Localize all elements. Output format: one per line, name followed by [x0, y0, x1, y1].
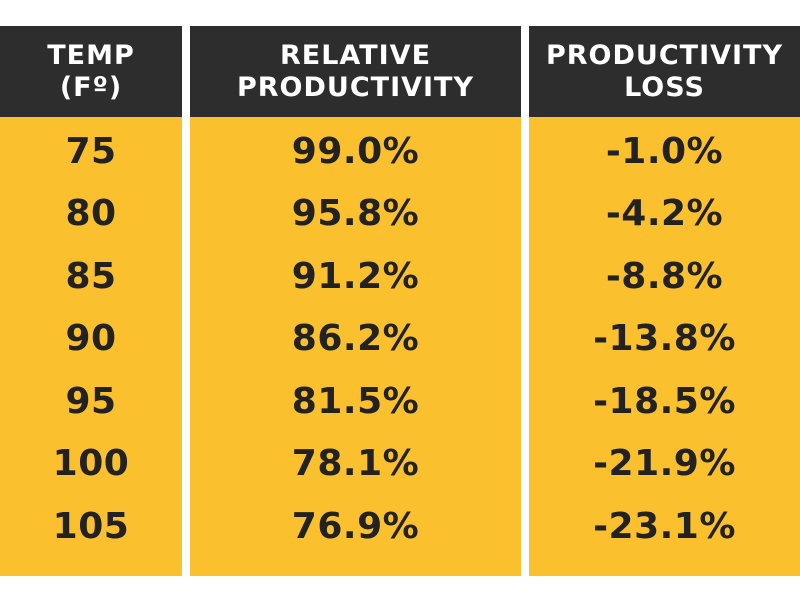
- header-temp: TEMP (Fº): [0, 26, 182, 117]
- cell-productivity-loss: -18.5%: [593, 380, 736, 422]
- cell-temp: 90: [65, 318, 117, 360]
- column-relative-productivity: RELATIVE PRODUCTIVITY 99.0% 95.8% 91.2% …: [190, 26, 521, 576]
- header-relative-line-2: PRODUCTIVITY: [236, 71, 475, 103]
- cell-productivity-loss: -8.8%: [605, 255, 724, 297]
- cell-relative-productivity: 76.9%: [291, 505, 420, 547]
- cell-relative-productivity: 86.2%: [291, 318, 420, 360]
- cell-temp: 75: [65, 130, 117, 172]
- cell-relative-productivity: 78.1%: [291, 443, 420, 485]
- column-temp: TEMP (Fº) 75 80 85 90 95 100 105: [0, 26, 182, 576]
- header-productivity-loss: PRODUCTIVITY LOSS: [529, 26, 800, 117]
- header-temp-line-2: (Fº): [59, 71, 123, 103]
- cell-relative-productivity: 91.2%: [291, 255, 420, 297]
- header-temp-line-1: TEMP: [47, 39, 135, 71]
- header-relative-productivity: RELATIVE PRODUCTIVITY: [190, 26, 521, 117]
- cell-temp: 95: [65, 380, 117, 422]
- cell-productivity-loss: -4.2%: [605, 193, 724, 235]
- cell-temp: 80: [65, 193, 117, 235]
- header-loss-line-2: LOSS: [624, 71, 705, 103]
- column-productivity-loss: PRODUCTIVITY LOSS -1.0% -4.2% -8.8% -13.…: [529, 26, 800, 576]
- header-relative-line-1: RELATIVE: [279, 39, 432, 71]
- cell-temp: 85: [65, 255, 117, 297]
- cell-productivity-loss: -1.0%: [605, 130, 724, 172]
- cell-productivity-loss: -23.1%: [593, 505, 736, 547]
- cell-temp: 100: [52, 443, 130, 485]
- header-loss-line-1: PRODUCTIVITY: [545, 39, 784, 71]
- cell-relative-productivity: 81.5%: [291, 380, 420, 422]
- cell-relative-productivity: 99.0%: [291, 130, 420, 172]
- cell-relative-productivity: 95.8%: [291, 193, 420, 235]
- cell-temp: 105: [52, 505, 130, 547]
- cell-productivity-loss: -21.9%: [593, 443, 736, 485]
- cell-productivity-loss: -13.8%: [593, 318, 736, 360]
